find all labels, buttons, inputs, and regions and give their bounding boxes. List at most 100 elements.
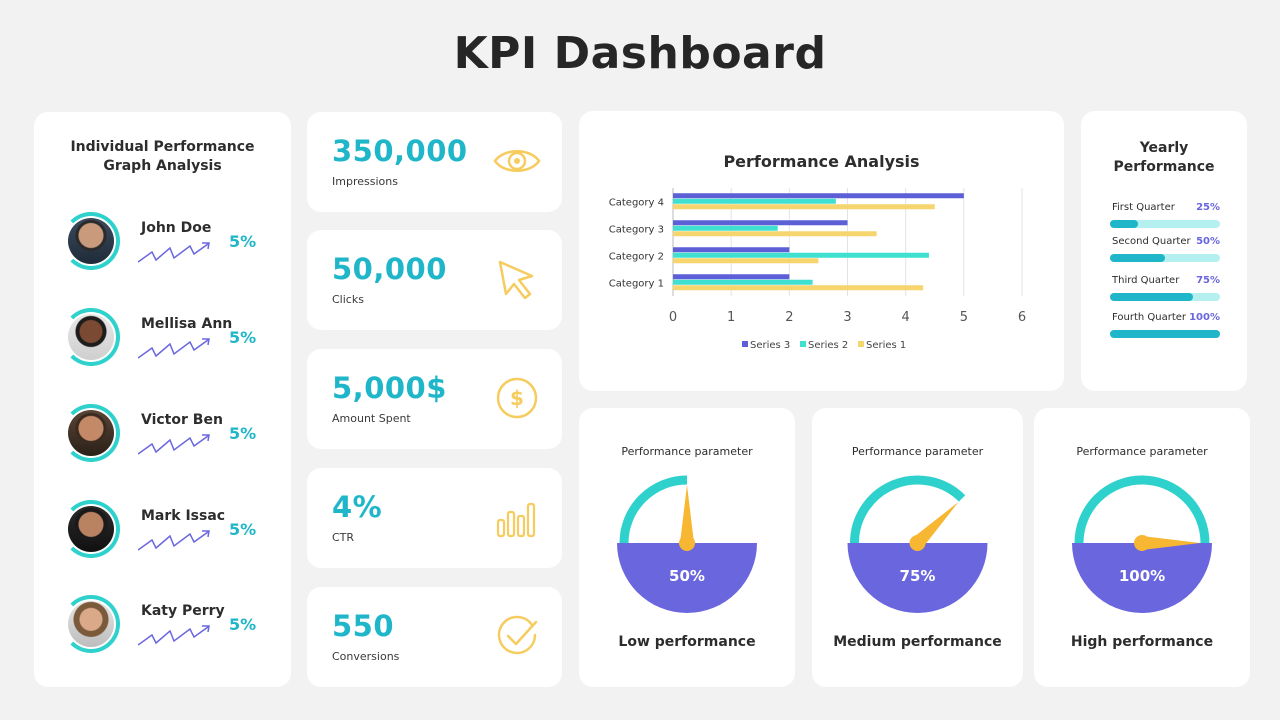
chart-bar [673, 285, 924, 291]
quarter-row: Second Quarter 50% [1110, 236, 1220, 266]
quarter-progress-fill [1110, 220, 1138, 228]
quarter-progress-fill [1110, 293, 1193, 301]
quarter-row: Third Quarter 75% [1110, 275, 1220, 305]
trend-up-icon [138, 242, 210, 263]
gauge-dial: 100% [1072, 475, 1212, 613]
person-percent: 5% [229, 615, 257, 634]
gauge-base [847, 543, 988, 613]
gauge-arc [619, 475, 688, 544]
legend-label: Series 3 [750, 340, 790, 351]
quarter-progress-track [1110, 293, 1220, 301]
metric-card-conversions: 550 Conversions [307, 587, 562, 687]
gauge-needle-hub [679, 535, 695, 551]
y-tick-label: Category 4 [609, 198, 664, 209]
chart-bar [673, 231, 877, 237]
metric-card-clicks: 50,000 Clicks [307, 230, 562, 330]
quarter-progress-track [1110, 220, 1220, 228]
x-tick-label: 4 [902, 310, 910, 325]
person-row: Mark Issac 5% [34, 500, 291, 560]
x-tick-label: 3 [843, 310, 851, 325]
y-tick-label: Category 1 [609, 279, 664, 290]
person-name: Mellisa Ann [141, 316, 233, 332]
quarter-label: First Quarter [1112, 202, 1175, 213]
chart-bar [673, 279, 813, 285]
y-tick-label: Category 2 [609, 252, 664, 263]
quarter-percent: 75% [1196, 275, 1220, 286]
chart-bar [673, 198, 836, 204]
person-name: Mark Issac [141, 508, 226, 524]
page-title: KPI Dashboard [453, 28, 827, 79]
quarter-percent: 25% [1196, 202, 1220, 213]
metric-value: 550 [332, 609, 395, 643]
legend-label: Series 2 [808, 340, 848, 351]
gauge-value: 75% [900, 567, 936, 585]
gauge-needle [680, 485, 694, 543]
chart-bar [673, 252, 929, 258]
x-tick-label: 1 [727, 310, 735, 325]
chart-title: Performance Analysis [723, 152, 920, 171]
metric-value: 350,000 [332, 134, 468, 168]
gauge-needle [912, 501, 959, 548]
chart-bar [673, 274, 790, 280]
gauge-value: 50% [669, 567, 705, 585]
chart-bar [673, 225, 778, 231]
avatar [62, 500, 120, 558]
avatar [62, 212, 120, 270]
person-row: Mellisa Ann 5% [34, 308, 291, 368]
yearly-title: Yearly Performance [1113, 140, 1215, 175]
quarter-label: Second Quarter [1112, 236, 1191, 247]
trend-up-icon [138, 625, 210, 646]
person-percent: 5% [229, 328, 257, 347]
individual-performance-title: Individual Performance Graph Analysis [70, 139, 255, 174]
check-circle-icon [497, 615, 538, 655]
metric-card-impressions: 350,000 Impressions [307, 112, 562, 212]
gauge-card-high: Performance parameter 100% High performa… [1034, 408, 1250, 687]
metric-label: Impressions [332, 175, 398, 188]
chart-bar [673, 220, 848, 226]
quarter-label: Fourth Quarter [1112, 312, 1187, 323]
quarter-progress-fill [1110, 330, 1220, 338]
metric-label: Conversions [332, 650, 400, 663]
person-percent: 5% [229, 424, 257, 443]
metric-card-amount-spent: 5,000$ Amount Spent $ [307, 349, 562, 449]
person-name: John Doe [141, 220, 212, 236]
gauge-value: 100% [1119, 567, 1165, 585]
person-row: John Doe 5% [34, 212, 291, 272]
gauge-needle [1142, 536, 1200, 550]
quarter-percent: 50% [1196, 236, 1220, 247]
chart-bar [673, 247, 790, 253]
trend-up-icon [138, 338, 210, 359]
trend-up-icon [138, 530, 210, 551]
x-tick-label: 0 [669, 310, 677, 325]
eye-icon [493, 150, 541, 172]
cursor-icon [498, 260, 534, 300]
gauge-name: Medium performance [833, 634, 1002, 650]
metric-label: Clicks [332, 293, 364, 306]
gauge-arc [1074, 475, 1210, 544]
metric-value: 4% [332, 490, 383, 524]
person-percent: 5% [229, 232, 257, 251]
person-name: Katy Perry [141, 603, 225, 619]
quarter-row: First Quarter 25% [1110, 202, 1220, 232]
quarter-percent: 100% [1189, 312, 1220, 323]
gauge-card-medium: Performance parameter 75% Medium perform… [812, 408, 1023, 687]
gauge-card-low: Performance parameter 50% Low performanc… [579, 408, 795, 687]
quarter-progress-fill [1110, 254, 1165, 262]
gauge-parameter-label: Performance parameter [621, 445, 753, 458]
yearly-performance-card: Yearly Performance First Quarter 25% Sec… [1081, 111, 1247, 391]
chart-bar [673, 258, 819, 264]
gauge-name: Low performance [618, 634, 756, 650]
dollar-icon: $ [496, 377, 538, 419]
legend-swatch [800, 341, 806, 347]
legend-swatch [742, 341, 748, 347]
gauge-name: High performance [1070, 634, 1214, 650]
gauge-needle-hub [1134, 535, 1150, 551]
y-tick-label: Category 3 [609, 225, 664, 236]
person-name: Victor Ben [141, 412, 223, 428]
x-tick-label: 6 [1018, 310, 1026, 325]
metric-value: 50,000 [332, 252, 447, 286]
quarter-progress-track [1110, 254, 1220, 262]
quarter-progress-track [1110, 330, 1220, 338]
performance-bar-chart: 0 1 2 3 4 5 6 Category 1 Category 2 Category 3 Cat… [609, 188, 1026, 351]
avatar [62, 595, 120, 653]
